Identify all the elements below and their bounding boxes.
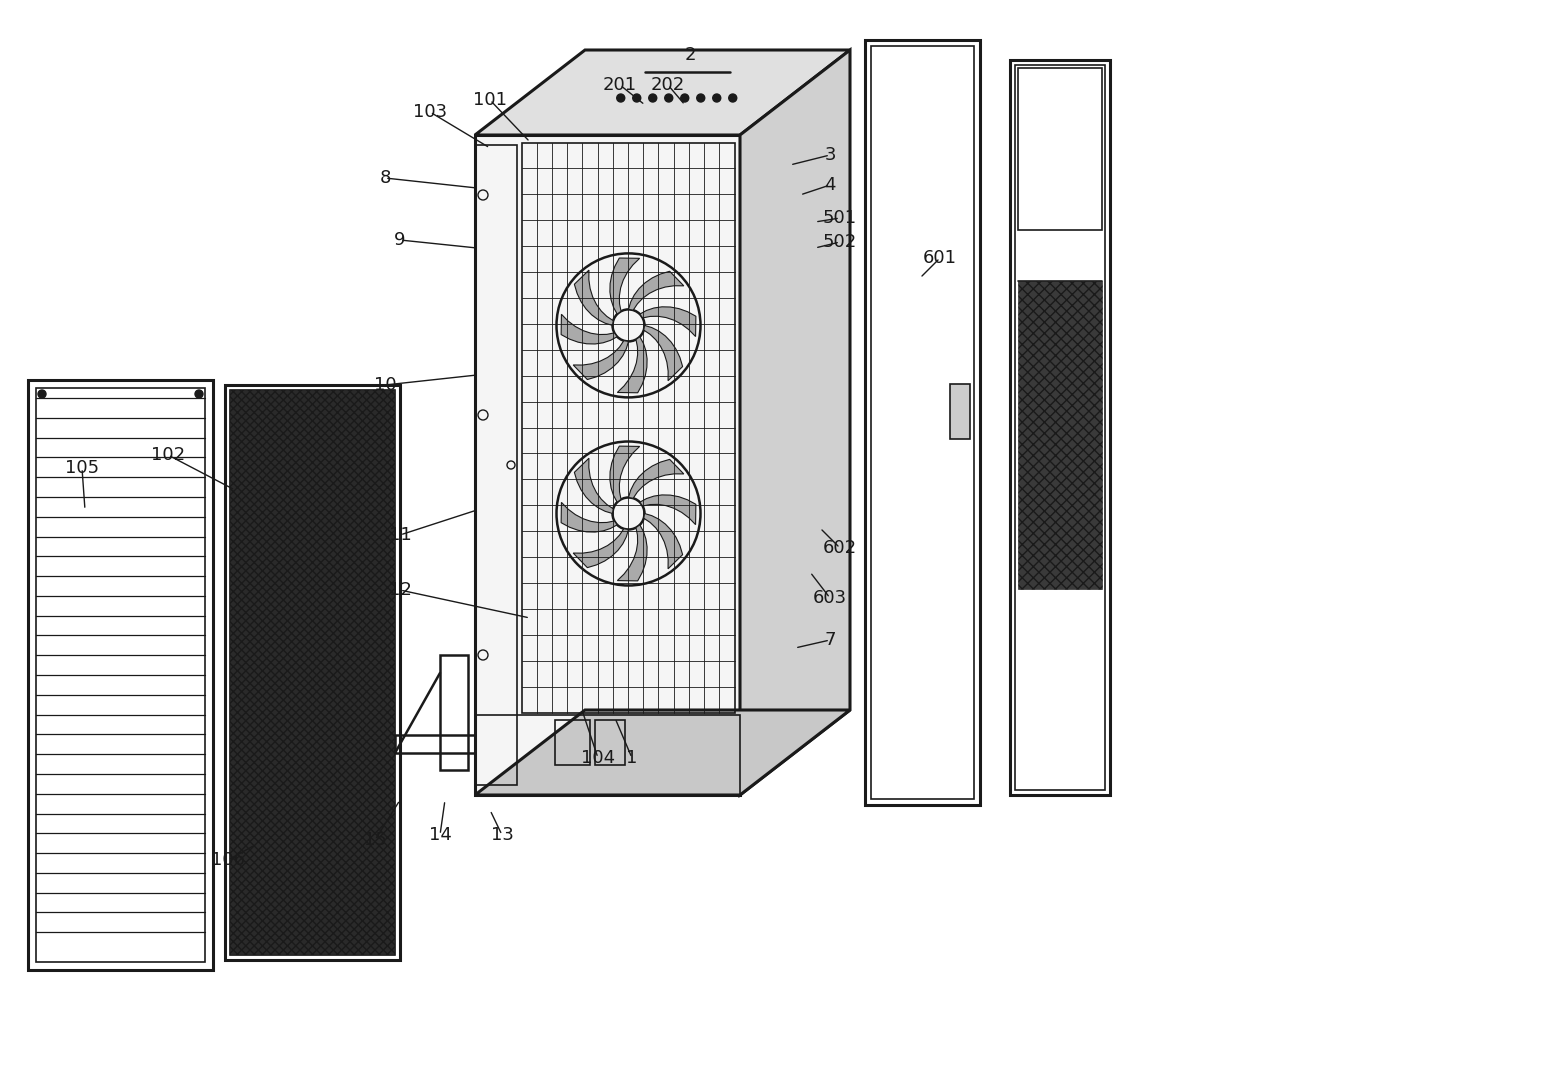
- Text: 201: 201: [603, 76, 638, 94]
- Polygon shape: [639, 495, 696, 524]
- Bar: [475, 145, 517, 785]
- Text: 502: 502: [822, 233, 857, 251]
- Polygon shape: [644, 326, 683, 380]
- Text: 8: 8: [380, 169, 391, 187]
- Bar: [36, 388, 205, 962]
- Polygon shape: [574, 458, 613, 513]
- Circle shape: [728, 94, 736, 102]
- Bar: [950, 385, 971, 439]
- Text: 2: 2: [685, 46, 696, 64]
- Polygon shape: [639, 306, 696, 337]
- Circle shape: [38, 390, 45, 398]
- Polygon shape: [561, 314, 617, 344]
- Polygon shape: [574, 529, 628, 568]
- Circle shape: [681, 94, 689, 102]
- Bar: [1018, 280, 1102, 590]
- Circle shape: [697, 94, 705, 102]
- Polygon shape: [617, 337, 647, 392]
- Text: 501: 501: [824, 209, 857, 227]
- Text: 1: 1: [627, 749, 638, 767]
- Circle shape: [617, 94, 625, 102]
- Bar: [555, 720, 589, 765]
- Text: 7: 7: [824, 631, 836, 649]
- Polygon shape: [628, 459, 683, 498]
- Polygon shape: [610, 258, 639, 314]
- Text: 603: 603: [813, 589, 847, 607]
- Circle shape: [195, 390, 203, 398]
- Text: 602: 602: [824, 538, 857, 557]
- Bar: [596, 720, 625, 765]
- Text: 601: 601: [924, 249, 957, 267]
- Text: 3: 3: [824, 146, 836, 164]
- Text: 101: 101: [474, 90, 506, 109]
- Text: 202: 202: [650, 76, 685, 94]
- Bar: [28, 380, 213, 970]
- Polygon shape: [475, 135, 739, 795]
- Text: 4: 4: [824, 175, 836, 194]
- Text: 15: 15: [364, 831, 386, 849]
- Bar: [522, 143, 735, 713]
- Bar: [441, 655, 467, 770]
- Bar: [864, 40, 980, 806]
- Text: 106: 106: [211, 851, 245, 869]
- Polygon shape: [475, 50, 850, 135]
- Text: 105: 105: [66, 459, 98, 477]
- Text: 12: 12: [389, 581, 411, 600]
- Bar: [395, 735, 480, 753]
- Polygon shape: [739, 50, 850, 795]
- Polygon shape: [610, 446, 639, 502]
- Text: 14: 14: [428, 826, 452, 844]
- Text: 9: 9: [394, 231, 406, 249]
- Bar: [230, 390, 395, 955]
- Text: 11: 11: [389, 526, 411, 544]
- Circle shape: [713, 94, 721, 102]
- Text: 104: 104: [581, 749, 616, 767]
- Text: 13: 13: [491, 826, 513, 844]
- Bar: [1018, 68, 1102, 230]
- Circle shape: [633, 94, 641, 102]
- Bar: [230, 390, 395, 955]
- Circle shape: [664, 94, 672, 102]
- Bar: [225, 385, 400, 960]
- Text: 10: 10: [374, 376, 397, 393]
- Bar: [871, 46, 974, 799]
- Polygon shape: [617, 524, 647, 581]
- Polygon shape: [628, 271, 683, 311]
- Text: 103: 103: [413, 102, 447, 121]
- Polygon shape: [574, 341, 628, 379]
- Bar: [475, 715, 739, 795]
- Polygon shape: [574, 270, 613, 326]
- Circle shape: [649, 94, 656, 102]
- Text: 102: 102: [152, 446, 184, 464]
- Polygon shape: [644, 513, 683, 569]
- Bar: [1014, 65, 1105, 790]
- Polygon shape: [561, 502, 617, 532]
- Bar: [1010, 60, 1110, 795]
- Polygon shape: [475, 710, 850, 795]
